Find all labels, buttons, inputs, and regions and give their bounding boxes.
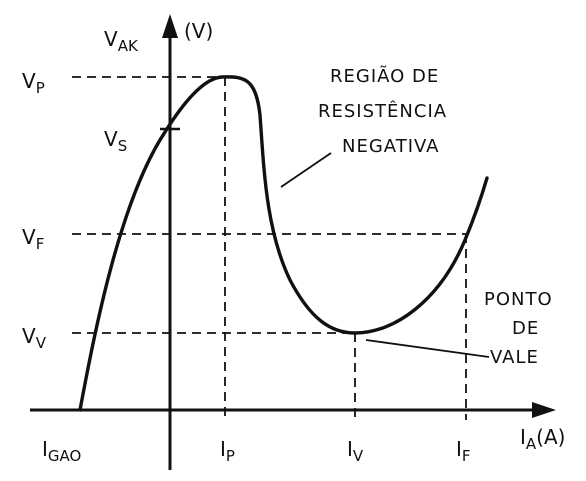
x-label-igao: IGAO	[42, 437, 81, 465]
y-axis-arrow	[162, 14, 178, 38]
y-label-vv: VV	[22, 324, 47, 352]
y-label-vp: VP	[22, 69, 45, 97]
x-label-ip: IP	[220, 437, 235, 465]
y-axis-title: VAK	[104, 27, 139, 55]
x-label-if: IF	[456, 437, 471, 465]
valley-point-line-1: PONTO	[484, 289, 553, 310]
negative-region-line-1: REGIÃO DE	[330, 65, 439, 87]
x-axis-arrow	[532, 402, 556, 418]
valley-point-line-2: DE	[512, 318, 539, 339]
valley-point-line-3: VALE	[490, 347, 539, 368]
x-label-iv: IV	[347, 437, 364, 465]
y-label-vs: VS	[104, 127, 127, 155]
y-axis-unit: (V)	[184, 19, 213, 43]
negative-region-line-2: RESISTÊNCIA	[318, 100, 447, 122]
negative-region-line-3: NEGATIVA	[342, 136, 439, 157]
y-label-vf: VF	[22, 225, 44, 253]
valley-point-leader	[365, 339, 490, 358]
x-axis-title: IA(A)	[520, 425, 565, 453]
negative-region-leader	[280, 152, 332, 188]
characteristic-curve	[78, 75, 489, 412]
